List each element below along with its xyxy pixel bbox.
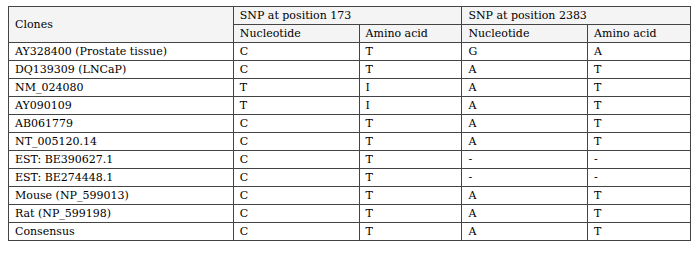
table-cell: C <box>233 205 359 223</box>
table-cell: C <box>233 187 359 205</box>
table-cell: T <box>359 115 462 133</box>
table-cell: T <box>233 79 359 97</box>
table-row: ConsensusCTAT <box>9 223 691 241</box>
table-cell: T <box>359 223 462 241</box>
column-subheader: Amino acid <box>359 25 462 43</box>
table-cell: AB061779 <box>9 115 234 133</box>
table-cell: T <box>359 43 462 61</box>
header-row: ClonesSNP at position 173SNP at position… <box>9 7 691 25</box>
table-cell: A <box>462 97 588 115</box>
table-cell: EST: BE274448.1 <box>9 169 234 187</box>
table-row: Rat (NP_599198)CTAT <box>9 205 691 223</box>
table-cell: NT_005120.14 <box>9 133 234 151</box>
table-cell: A <box>462 79 588 97</box>
table-cell: DQ139309 (LNCaP) <box>9 61 234 79</box>
table-cell: T <box>359 133 462 151</box>
table-cell: Consensus <box>9 223 234 241</box>
table-cell: EST: BE390627.1 <box>9 151 234 169</box>
table-cell: G <box>462 43 588 61</box>
table-cell: T <box>588 61 691 79</box>
table-cell: T <box>588 205 691 223</box>
table-cell: C <box>233 61 359 79</box>
table-header: ClonesSNP at position 173SNP at position… <box>9 7 691 43</box>
table-row: NT_005120.14CTAT <box>9 133 691 151</box>
table-row: EST: BE390627.1CT-- <box>9 151 691 169</box>
table-cell: A <box>462 187 588 205</box>
table-cell: T <box>359 61 462 79</box>
table-row: Mouse (NP_599013)CTAT <box>9 187 691 205</box>
table-cell: T <box>588 223 691 241</box>
table-row: NM_024080TIAT <box>9 79 691 97</box>
table-cell: A <box>588 43 691 61</box>
table-cell: T <box>359 151 462 169</box>
table-cell: T <box>588 187 691 205</box>
table-cell: - <box>462 169 588 187</box>
table-cell: T <box>233 97 359 115</box>
column-header: Clones <box>9 7 234 43</box>
table-cell: A <box>462 223 588 241</box>
table-cell: I <box>359 79 462 97</box>
table-cell: AY328400 (Prostate tissue) <box>9 43 234 61</box>
table-row: EST: BE274448.1CT-- <box>9 169 691 187</box>
column-header: SNP at position 2383 <box>462 7 691 25</box>
table-cell: AY090109 <box>9 97 234 115</box>
table-cell: T <box>359 187 462 205</box>
column-header: SNP at position 173 <box>233 7 462 25</box>
table-cell: C <box>233 223 359 241</box>
table-cell: A <box>462 115 588 133</box>
table-cell: C <box>233 151 359 169</box>
table-cell: A <box>462 133 588 151</box>
column-subheader: Amino acid <box>588 25 691 43</box>
table-cell: - <box>588 169 691 187</box>
column-subheader: Nucleotide <box>462 25 588 43</box>
table: ClonesSNP at position 173SNP at position… <box>8 6 691 241</box>
table-cell: T <box>359 205 462 223</box>
table-cell: - <box>462 151 588 169</box>
table-body: AY328400 (Prostate tissue)CTGADQ139309 (… <box>9 43 691 241</box>
table-cell: T <box>588 115 691 133</box>
table-row: AY090109TIAT <box>9 97 691 115</box>
table-cell: C <box>233 43 359 61</box>
table-cell: I <box>359 97 462 115</box>
table-cell: Rat (NP_599198) <box>9 205 234 223</box>
table-cell: C <box>233 133 359 151</box>
table-cell: T <box>588 79 691 97</box>
table-cell: C <box>233 115 359 133</box>
table-cell: A <box>462 61 588 79</box>
table-row: AB061779CTAT <box>9 115 691 133</box>
table-cell: C <box>233 169 359 187</box>
table-cell: T <box>359 169 462 187</box>
table-cell: Mouse (NP_599013) <box>9 187 234 205</box>
table-cell: T <box>588 133 691 151</box>
table-row: AY328400 (Prostate tissue)CTGA <box>9 43 691 61</box>
table-cell: - <box>588 151 691 169</box>
table-cell: NM_024080 <box>9 79 234 97</box>
table-cell: T <box>588 97 691 115</box>
column-subheader: Nucleotide <box>233 25 359 43</box>
table-row: DQ139309 (LNCaP)CTAT <box>9 61 691 79</box>
table-cell: A <box>462 205 588 223</box>
